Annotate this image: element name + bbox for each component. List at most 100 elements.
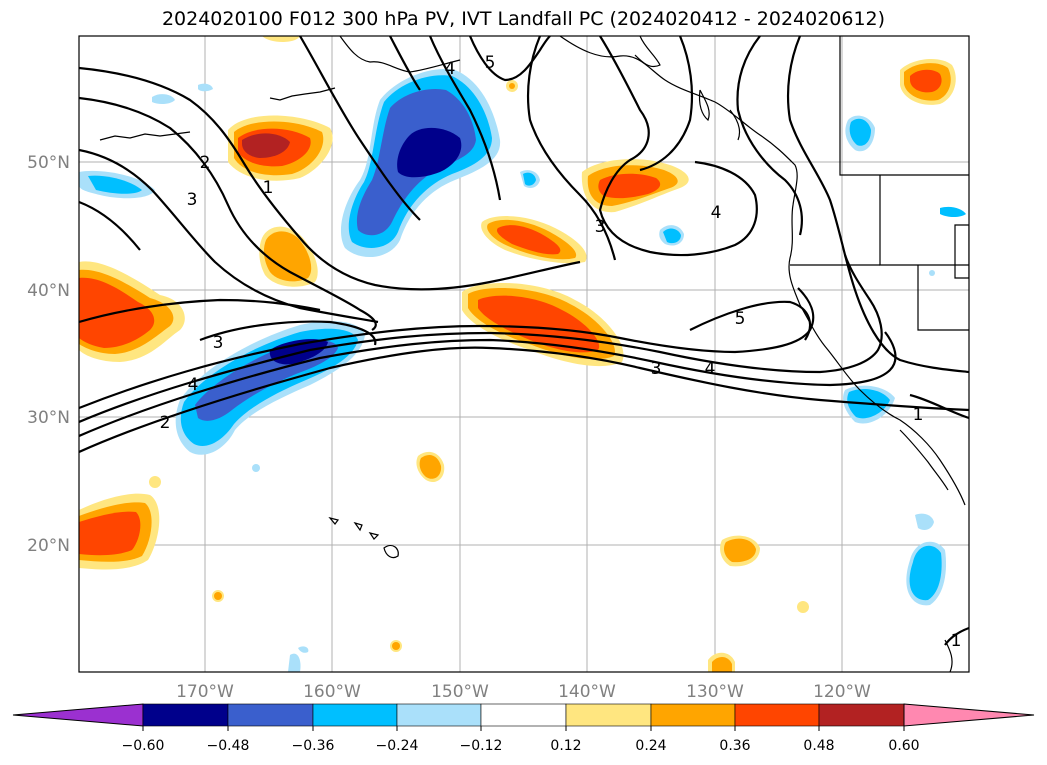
- colorbar-segment: [650, 703, 736, 727]
- hawaii-island: [383, 544, 399, 559]
- contour-line: [526, 36, 617, 261]
- positive-anomaly-region: [214, 592, 222, 600]
- hawaii-island: [328, 516, 340, 525]
- state-border: [917, 265, 969, 331]
- colorbar-segment: [312, 703, 398, 727]
- negative-anomaly-region: [929, 270, 935, 276]
- colorbar-tick-label: −0.36: [292, 738, 335, 754]
- contour-lines: [79, 36, 969, 646]
- hawaii-island: [353, 521, 363, 532]
- island-outline: [729, 109, 741, 141]
- lon-label: 130°W: [686, 682, 744, 702]
- contour-label: 4: [711, 203, 722, 223]
- contour-label: 3: [595, 217, 606, 237]
- contour-line: [786, 36, 969, 374]
- colorbar-segment: [227, 703, 314, 727]
- contour-label: 4: [705, 359, 716, 379]
- contour-label: 1: [951, 631, 962, 651]
- contour-line: [468, 36, 551, 82]
- lon-label: 150°W: [431, 682, 489, 702]
- positive-anomaly-region: [79, 511, 141, 556]
- positive-anomaly-region: [149, 476, 161, 488]
- negative-anomaly-region: [523, 172, 536, 186]
- positive-anomaly-region: [797, 601, 809, 613]
- colorbar-extend-low: [12, 703, 144, 727]
- colorbar-segment: [480, 703, 567, 727]
- contour-label: 4: [188, 375, 199, 395]
- contour-line: [79, 346, 969, 454]
- latitude-labels: 50°N 40°N 30°N 20°N: [27, 153, 70, 556]
- colorbar-tick-label: 0.24: [635, 738, 666, 754]
- positive-anomaly-region: [419, 454, 442, 479]
- contour-line: [79, 148, 379, 324]
- contour-label: 1: [263, 178, 274, 198]
- negative-anomaly-region: [298, 646, 309, 653]
- north-america-coastline: [559, 36, 966, 506]
- positive-anomaly-region: [724, 538, 756, 563]
- positive-anomaly-region: [910, 69, 942, 93]
- contour-label: 5: [735, 309, 746, 329]
- baja-coastline: [899, 429, 949, 491]
- lat-label: 50°N: [27, 153, 70, 173]
- positive-anomaly-region: [598, 173, 661, 199]
- lon-label: 140°W: [558, 682, 616, 702]
- positive-anomaly-region: [392, 642, 400, 650]
- positive-anomaly-region: [263, 231, 312, 282]
- hawaii-island: [368, 532, 380, 540]
- contour-line: [79, 66, 581, 291]
- positive-anomaly-region: [712, 656, 732, 672]
- lat-label: 20°N: [27, 536, 70, 556]
- colorbar-tick-label: 0.60: [888, 738, 919, 754]
- contour-line: [639, 36, 694, 172]
- positive-anomaly-region: [509, 83, 515, 89]
- lon-label: 120°W: [813, 682, 871, 702]
- contour-line: [598, 36, 758, 257]
- contour-line: [79, 287, 815, 410]
- contour-label: 2: [200, 153, 211, 173]
- alaska-coastline: [339, 36, 461, 73]
- pv-anomaly-shading: [79, 36, 966, 672]
- colorbar-tick-label: −0.24: [376, 738, 419, 754]
- contour-line: [736, 36, 803, 236]
- contour-labels: 5 4 2 1 3 3 4 5 3 4 4 2 3 1 1: [160, 53, 962, 651]
- negative-anomaly-region: [288, 653, 301, 672]
- contour-label: 3: [651, 359, 662, 379]
- contour-line: [428, 36, 502, 201]
- contour-line: [299, 36, 421, 221]
- longitude-labels: 170°W 160°W 150°W 140°W 130°W 120°W: [176, 682, 871, 702]
- contour-label: 5: [485, 53, 496, 73]
- negative-anomaly-region: [152, 94, 175, 105]
- negative-anomaly-region: [940, 206, 966, 217]
- colorbar-tick-label: −0.48: [207, 738, 250, 754]
- colorbar-tick-label: 0.12: [550, 738, 581, 754]
- negative-anomaly-region: [252, 464, 260, 472]
- state-border: [954, 224, 969, 279]
- contour-line: [79, 254, 883, 424]
- island-outline: [634, 36, 661, 68]
- colorbar-tick-label: −0.60: [122, 738, 165, 754]
- map-background: [79, 36, 969, 672]
- negative-anomaly-region: [198, 83, 213, 92]
- contour-line: [79, 331, 897, 438]
- colorbar-segment: [734, 703, 820, 727]
- lon-label: 160°W: [303, 682, 361, 702]
- positive-anomaly-region: [262, 36, 300, 42]
- contour-line: [79, 200, 141, 251]
- negative-anomaly-region: [849, 118, 871, 146]
- contour-line: [389, 36, 421, 91]
- negative-anomaly-region: [397, 127, 462, 178]
- colorbar-tick-label: 0.36: [719, 738, 750, 754]
- island-outline: [698, 89, 710, 121]
- contour-line: [909, 393, 969, 420]
- canada-us-border: [839, 36, 969, 176]
- colorbar-extend-high: [903, 703, 1035, 727]
- colorbar-tick-label: 0.48: [803, 738, 834, 754]
- contour-line: [79, 96, 377, 331]
- coastlines: [99, 36, 969, 672]
- contour-label: 4: [445, 59, 456, 79]
- lat-label: 40°N: [27, 281, 70, 301]
- contour-line: [79, 298, 321, 324]
- positive-anomaly-region: [496, 225, 561, 255]
- aleutian-islands: [99, 131, 191, 141]
